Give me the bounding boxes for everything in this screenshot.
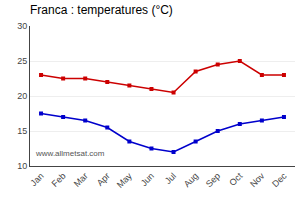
svg-text:30: 30 (17, 21, 27, 31)
svg-text:Sep: Sep (204, 171, 222, 189)
svg-text:10: 10 (17, 161, 27, 171)
svg-text:Jan: Jan (28, 171, 45, 188)
svg-text:Oct: Oct (227, 170, 244, 187)
svg-text:15: 15 (17, 126, 27, 136)
svg-text:Feb: Feb (50, 171, 68, 189)
svg-text:20: 20 (17, 91, 27, 101)
svg-text:www.allmetsat.com: www.allmetsat.com (35, 149, 105, 158)
svg-text:Franca : temperatures (°C): Franca : temperatures (°C) (30, 3, 173, 17)
svg-text:Nov: Nov (248, 170, 267, 189)
svg-text:Apr: Apr (95, 171, 112, 188)
svg-text:25: 25 (17, 56, 27, 66)
svg-text:Dec: Dec (270, 170, 289, 189)
svg-text:May: May (115, 170, 134, 189)
svg-text:Aug: Aug (182, 171, 200, 189)
svg-text:Mar: Mar (72, 171, 90, 189)
svg-text:Jun: Jun (139, 171, 156, 188)
svg-text:Jul: Jul (163, 171, 178, 186)
